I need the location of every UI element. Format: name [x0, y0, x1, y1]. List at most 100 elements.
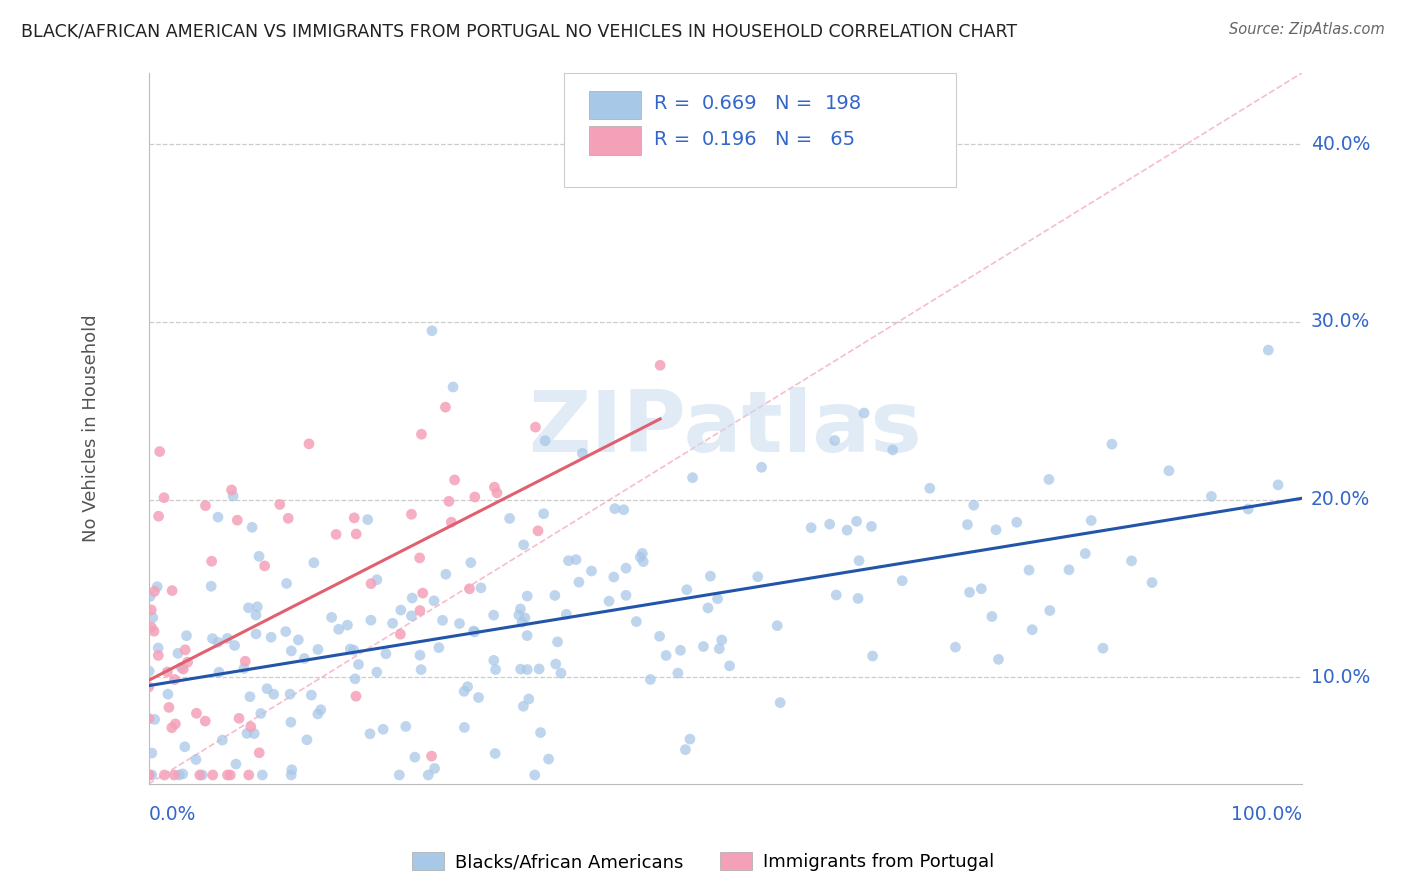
- Legend: Blacks/African Americans, Immigrants from Portugal: Blacks/African Americans, Immigrants fro…: [405, 845, 1001, 879]
- Point: [194, 499, 217, 513]
- Point: [143, 713, 166, 727]
- Point: [243, 726, 266, 740]
- Point: [245, 627, 267, 641]
- Point: [980, 609, 1002, 624]
- Point: [236, 726, 259, 740]
- Point: [631, 546, 654, 560]
- Point: [512, 538, 534, 552]
- Point: [228, 711, 250, 725]
- Point: [648, 629, 671, 643]
- Point: [307, 706, 329, 721]
- Point: [278, 687, 301, 701]
- Point: [238, 600, 260, 615]
- Point: [682, 471, 704, 485]
- Point: [344, 672, 367, 686]
- Point: [769, 696, 792, 710]
- Point: [146, 640, 169, 655]
- Point: [529, 725, 551, 739]
- Point: [860, 519, 883, 533]
- Point: [252, 768, 274, 782]
- Point: [217, 768, 239, 782]
- Point: [328, 622, 350, 636]
- Point: [160, 583, 183, 598]
- Point: [344, 690, 367, 704]
- Point: [339, 642, 361, 657]
- Point: [148, 648, 170, 663]
- Point: [389, 603, 412, 617]
- Point: [710, 633, 733, 648]
- Point: [163, 673, 186, 687]
- Point: [401, 608, 423, 623]
- Point: [232, 661, 254, 675]
- Point: [157, 700, 180, 714]
- Point: [470, 581, 492, 595]
- Point: [420, 324, 443, 338]
- Point: [239, 720, 262, 734]
- Point: [423, 594, 446, 608]
- Point: [138, 680, 160, 694]
- Point: [148, 509, 170, 524]
- Point: [882, 442, 904, 457]
- Point: [138, 712, 160, 726]
- Point: [544, 589, 567, 603]
- Point: [434, 567, 457, 582]
- Point: [146, 580, 169, 594]
- Point: [485, 486, 508, 500]
- Point: [463, 624, 485, 638]
- Point: [527, 524, 550, 538]
- Point: [513, 611, 536, 625]
- Point: [217, 632, 239, 646]
- Point: [614, 588, 637, 602]
- Point: [280, 768, 302, 782]
- Point: [1074, 547, 1097, 561]
- Point: [1121, 554, 1143, 568]
- Point: [167, 768, 190, 782]
- Point: [281, 763, 304, 777]
- Point: [963, 498, 986, 512]
- Point: [718, 658, 741, 673]
- Point: [191, 768, 214, 782]
- Point: [800, 521, 823, 535]
- Point: [533, 507, 555, 521]
- Point: [692, 640, 714, 654]
- Point: [412, 586, 434, 600]
- Text: R =: R =: [654, 94, 696, 113]
- Point: [357, 512, 380, 526]
- Text: 10.0%: 10.0%: [1310, 668, 1371, 687]
- Point: [174, 643, 197, 657]
- Point: [1257, 343, 1279, 357]
- Point: [280, 644, 302, 658]
- Point: [640, 673, 662, 687]
- Point: [143, 624, 166, 639]
- Point: [141, 746, 163, 760]
- Point: [221, 483, 243, 497]
- Point: [848, 554, 870, 568]
- Point: [432, 613, 454, 627]
- Point: [853, 406, 876, 420]
- Point: [1267, 478, 1289, 492]
- Point: [633, 555, 655, 569]
- Text: 20.0%: 20.0%: [1310, 490, 1371, 509]
- Point: [434, 400, 457, 414]
- Point: [366, 665, 388, 680]
- Point: [138, 768, 160, 782]
- Point: [153, 491, 176, 505]
- Text: No Vehicles in Household: No Vehicles in Household: [82, 315, 100, 542]
- Text: 30.0%: 30.0%: [1310, 312, 1371, 331]
- Point: [509, 662, 531, 676]
- Point: [1237, 502, 1260, 516]
- Point: [292, 651, 315, 665]
- Point: [309, 703, 332, 717]
- Point: [295, 732, 318, 747]
- Point: [420, 749, 443, 764]
- Point: [443, 473, 465, 487]
- Point: [200, 579, 222, 593]
- Point: [287, 632, 309, 647]
- Point: [173, 739, 195, 754]
- Point: [484, 480, 506, 494]
- Point: [156, 665, 179, 679]
- Point: [1101, 437, 1123, 451]
- Point: [201, 554, 224, 568]
- Text: 65: 65: [824, 129, 856, 149]
- Point: [276, 576, 298, 591]
